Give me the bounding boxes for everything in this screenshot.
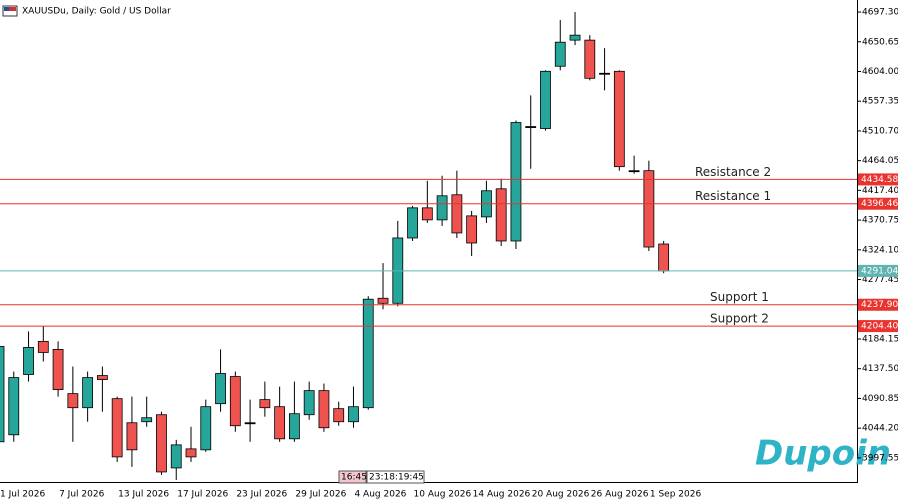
y-tick-label: 4090.85 [862,394,898,404]
candle-body [126,422,138,451]
candle-body [451,194,463,234]
x-tick-label: 23 Jul 2026 [236,490,287,500]
level-name: Support 2 [710,312,769,326]
candle-body [170,444,182,469]
x-tick-label: 1 Sep 2026 [650,490,702,500]
candle-body [318,390,330,429]
candle-body [274,406,286,440]
candle-body [436,195,448,221]
x-tick-label: 14 Aug 2026 [473,490,531,500]
candle-body [362,298,374,409]
icon-stripe [4,7,16,11]
level-name: Support 1 [710,290,769,304]
candle-body [525,126,537,128]
x-tick-label: 10 Aug 2026 [414,490,472,500]
candle-body [67,393,79,409]
candle-body [52,349,64,391]
candle-body [348,406,359,423]
y-tick-label: 4604.00 [862,67,898,77]
candle-body [200,406,212,451]
level-price-box [858,320,898,333]
level-name: Resistance 1 [695,189,771,203]
candle-body [584,39,596,79]
level-price-label: 4434.58 [861,175,898,185]
x-tick-label: 29 Jul 2026 [295,490,346,500]
candle-body [229,376,241,427]
y-tick-label: 4277.45 [862,275,898,285]
y-tick-label: 4137.50 [862,364,898,374]
time-marker-label: 23:18:19:45 [369,473,424,483]
candle-body [244,422,256,425]
level-price-label: 4237.90 [861,300,898,310]
level-price-label: 4396.46 [861,199,898,209]
y-tick-label: 4044.20 [862,424,898,434]
candle-body [259,399,271,409]
x-tick-label: 13 Jul 2026 [118,490,169,500]
x-tick-label: 20 Aug 2026 [532,490,590,500]
candle-body [613,70,625,168]
candle-body [303,390,315,416]
candle-body [141,417,153,423]
time-marker-box [338,470,367,484]
y-tick-label: 4464.05 [862,156,898,166]
candle-body [288,413,300,440]
y-tick-label: 4650.65 [862,37,898,47]
candle-body [628,170,640,173]
icon-canton [4,7,9,11]
level-price-box [858,298,898,311]
y-tick-label: 4510.70 [862,126,898,136]
candle-body [599,72,610,75]
y-tick-label: 4184.15 [862,334,898,344]
candle-body [407,207,418,239]
level-price-box [858,264,898,277]
candle-body [111,398,123,458]
watermark: Dupoin [755,434,891,474]
level-price-box [858,173,898,186]
symbol-icon [2,5,18,17]
chart-title: XAUUSDu, Daily: Gold / US Dollar [22,7,171,17]
time-marker-box [366,470,425,484]
candle-body [23,347,34,375]
y-tick-label: 4557.35 [862,97,898,107]
candle-body [82,377,94,409]
candle-body [658,243,670,272]
y-tick-label: 4697.30 [862,8,898,18]
y-tick-label: 4417.40 [862,186,898,196]
level-price-label: 4204.40 [861,322,898,332]
x-tick-label: 17 Jul 2026 [177,490,228,500]
candle-body [37,340,49,353]
candle-body [495,188,507,242]
candle-body [510,122,522,242]
x-tick-label: 1 Jul 2026 [0,490,45,500]
candle-body [421,207,433,221]
y-tick-label: 4370.75 [862,216,898,226]
x-tick-label: 26 Aug 2026 [591,490,649,500]
candle-body [156,414,167,473]
candle-body [8,377,20,436]
candle-body [185,448,197,458]
y-tick-label: 4324.10 [862,245,898,255]
x-tick-label: 4 Aug 2026 [354,490,406,500]
candle-body [215,373,226,405]
time-marker-label: 16:45 [341,473,367,483]
candle-body [540,70,551,129]
candle-body [554,41,566,67]
level-price-label: 4291.04 [861,266,898,276]
level-name: Resistance 2 [695,165,771,179]
candle-body [466,215,478,244]
level-price-box [858,197,898,210]
candle-body [96,375,108,380]
x-tick-label: 7 Jul 2026 [59,490,104,500]
candle-body [333,408,345,423]
candle-body [377,297,389,304]
candle-body [569,34,581,41]
y-tick-label: 3997.55 [862,453,898,463]
candle-body [643,170,655,248]
candle-body [0,346,5,443]
